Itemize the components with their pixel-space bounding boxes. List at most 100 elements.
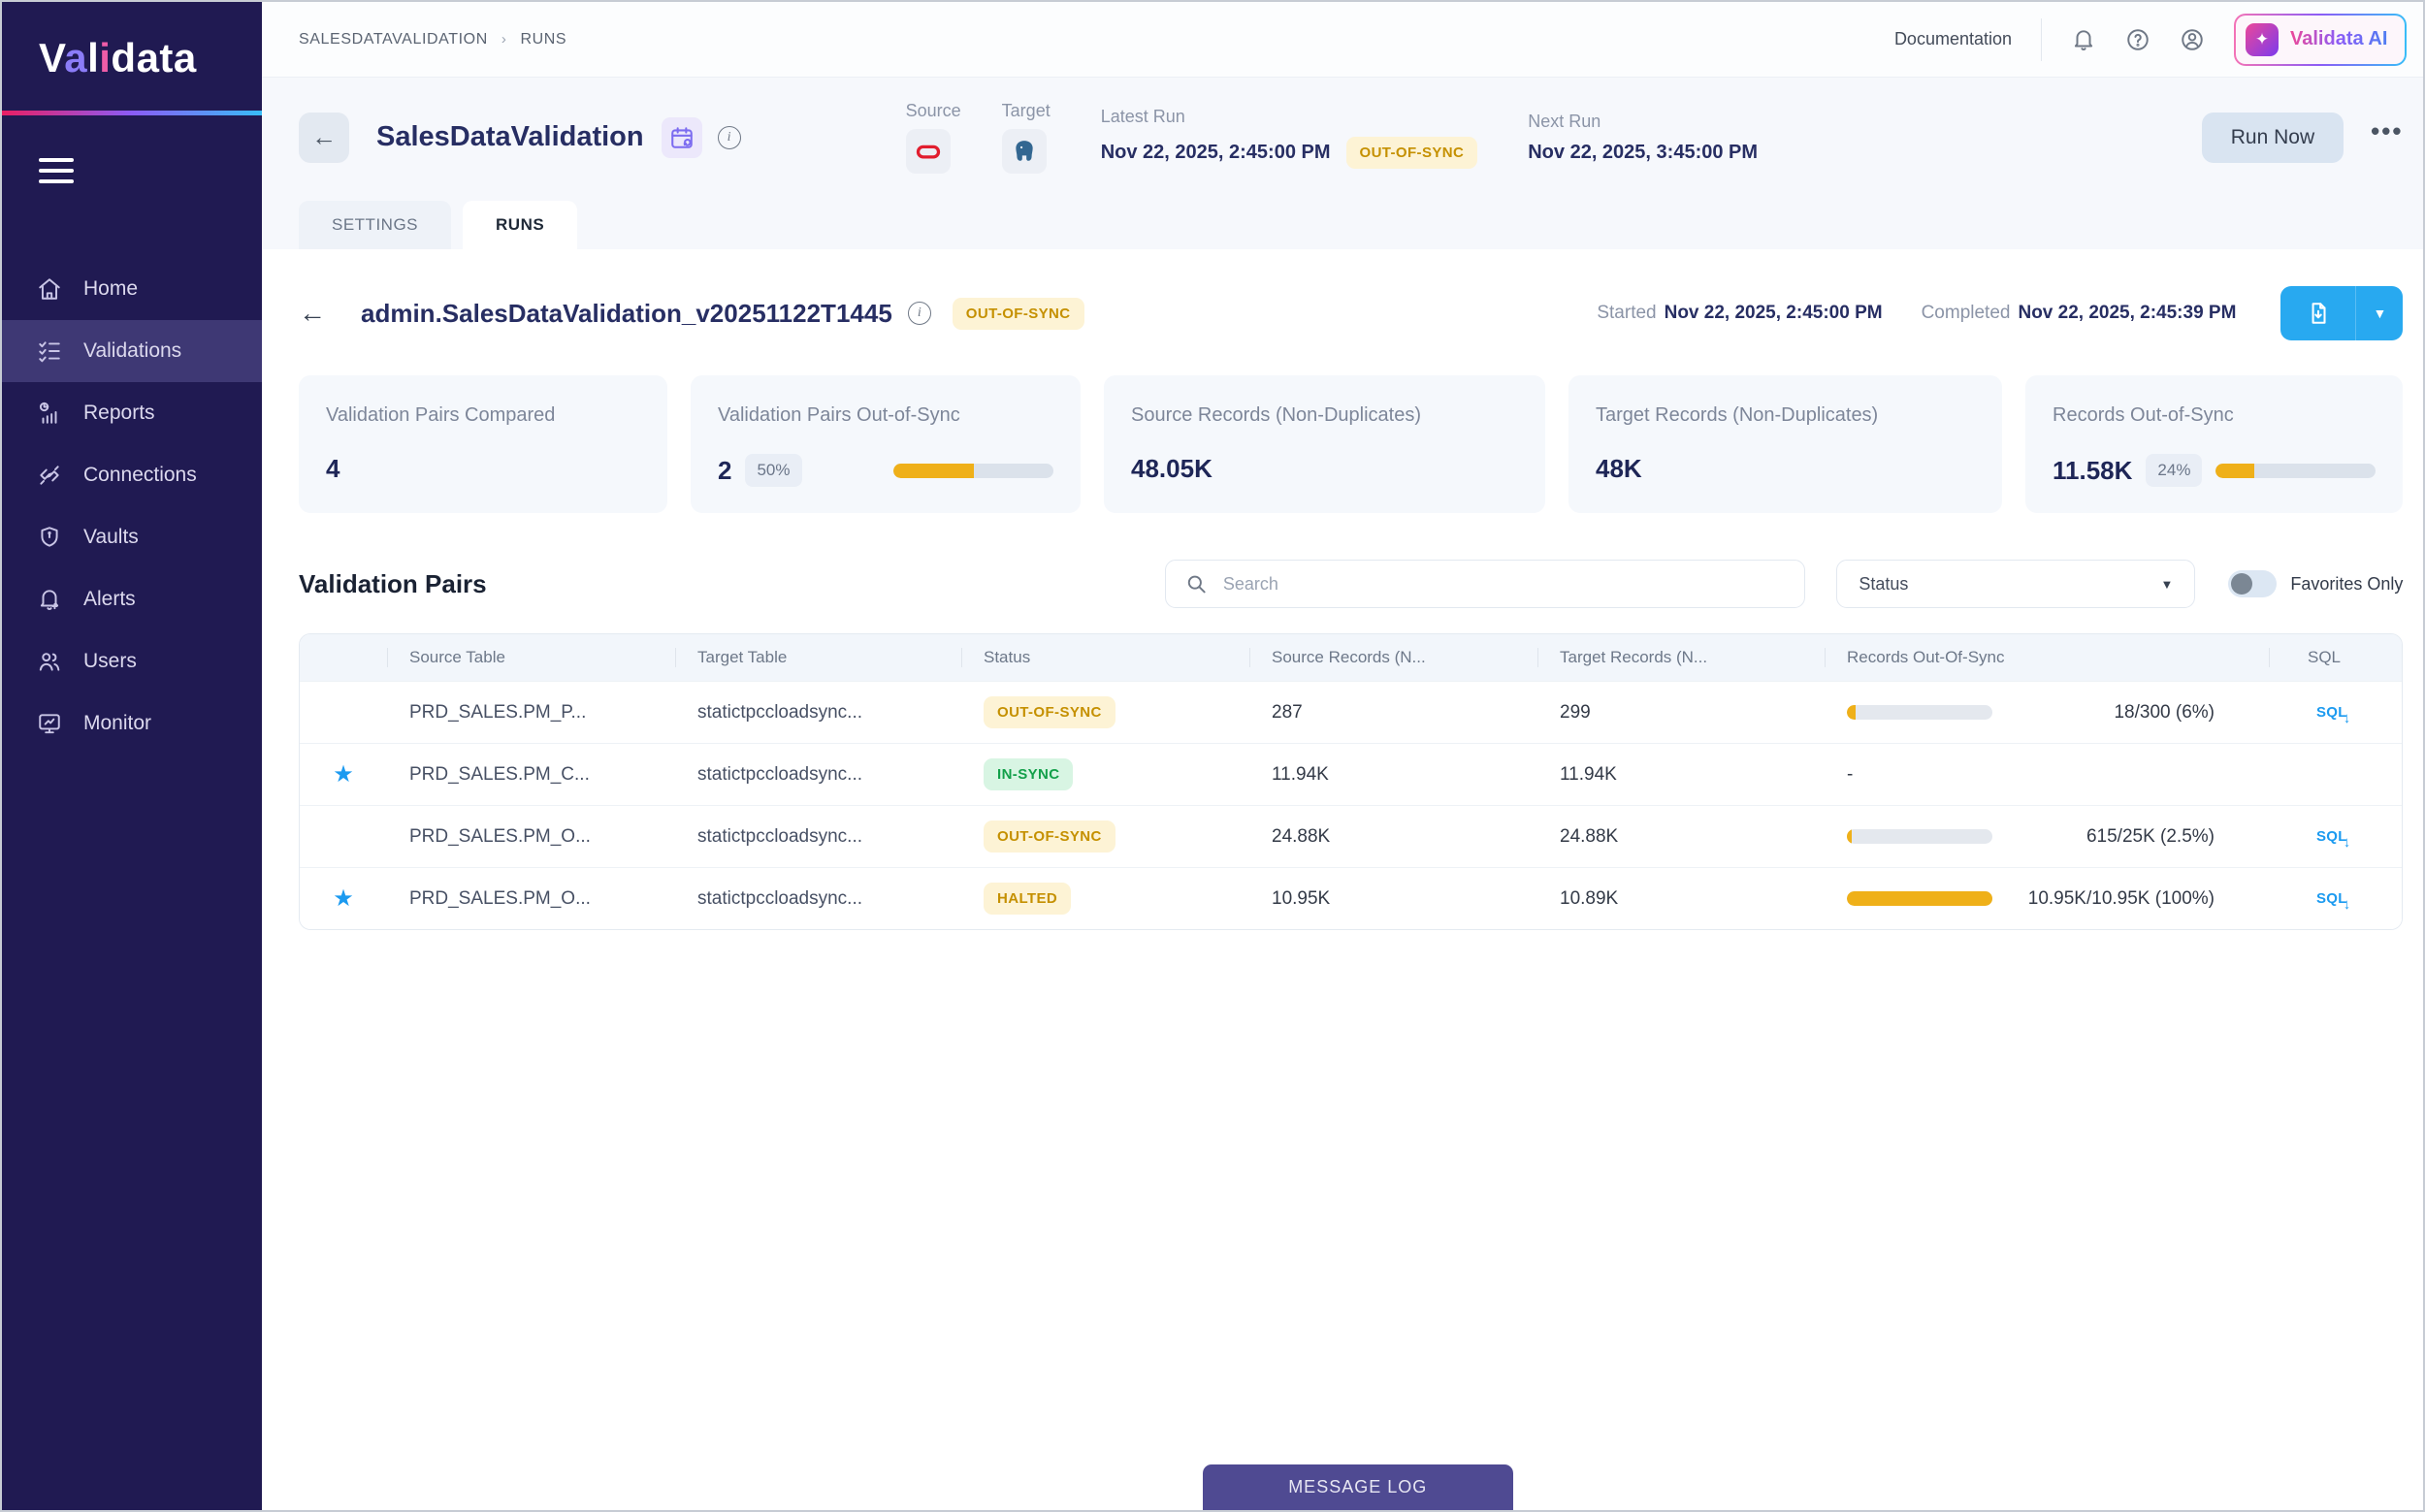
help-icon[interactable]	[2125, 27, 2150, 52]
back-button[interactable]: ←	[299, 112, 349, 163]
plug-icon	[40, 466, 59, 485]
source-block: Source	[905, 101, 961, 174]
col-header-target-records[interactable]: Target Records (N...	[1537, 634, 1825, 681]
table-row[interactable]: PRD_SALES.PM_P... statictpccloadsync... …	[300, 681, 2403, 743]
sidebar-item-reports[interactable]: Reports	[2, 382, 262, 444]
run-back-arrow[interactable]: ←	[299, 298, 326, 328]
sidebar-item-validations[interactable]: Validations	[2, 320, 262, 382]
sidebar-item-connections[interactable]: Connections	[2, 444, 262, 506]
col-header-records-out-of-sync[interactable]: Records Out-Of-Sync	[1825, 634, 2269, 681]
search-icon	[1188, 575, 1207, 594]
next-run-label: Next Run	[1528, 111, 1601, 131]
validata-ai-button[interactable]: ✦ Validata AI	[2234, 13, 2408, 66]
sidebar-item-users[interactable]: Users	[2, 630, 262, 692]
download-report-icon[interactable]	[2280, 286, 2357, 340]
sidebar-item-label: Connections	[83, 464, 197, 486]
breadcrumb-item-validation[interactable]: SALESDATAVALIDATION	[299, 30, 488, 48]
brand-logo: Validata	[2, 2, 262, 111]
table-row[interactable]: ★ PRD_SALES.PM_O... statictpccloadsync..…	[300, 867, 2403, 929]
shield-icon	[41, 527, 58, 547]
table-header-row: Source Table Target Table Status Source …	[300, 634, 2403, 681]
user-account-icon[interactable]	[2180, 27, 2205, 52]
page-header: ← SalesDataValidation i Source Target	[262, 78, 2423, 249]
report-chart-icon	[39, 402, 57, 424]
table-row[interactable]: PRD_SALES.PM_O... statictpccloadsync... …	[300, 805, 2403, 867]
target-block: Target	[1001, 101, 1051, 174]
stat-card-records-out-of-sync: Records Out-of-Sync 11.58K 24%	[2025, 375, 2404, 513]
favorite-star-cell[interactable]: ★	[300, 885, 387, 913]
documentation-link[interactable]: Documentation	[1893, 29, 2013, 48]
sidebar-item-label: Validations	[83, 339, 182, 362]
more-options-icon[interactable]: •••	[2371, 116, 2404, 146]
postgres-target-icon	[1001, 129, 1047, 174]
col-header-source-records[interactable]: Source Records (N...	[1249, 634, 1537, 681]
favorite-star-icon[interactable]: ★	[333, 885, 354, 912]
topbar-divider	[2041, 17, 2043, 61]
sidebar-item-monitor[interactable]: Monitor	[2, 692, 262, 755]
stat-card-source-records: Source Records (Non-Duplicates) 48.05K	[1104, 375, 1545, 513]
sql-download-icon[interactable]: SQL	[2315, 890, 2347, 907]
run-completed: Completed Nov 22, 2025, 2:45:39 PM	[1921, 303, 2237, 323]
target-label: Target	[1001, 101, 1051, 120]
page-title: SalesDataValidation	[376, 121, 644, 152]
next-run-block: Next Run Nov 22, 2025, 3:45:00 PM	[1528, 112, 1758, 164]
schedule-calendar-icon[interactable]	[661, 116, 702, 158]
sidebar-item-label: Users	[83, 650, 137, 672]
brand-logo-text: Validata	[39, 35, 197, 80]
main-area: SALESDATAVALIDATION › RUNS Documentation…	[262, 2, 2423, 1510]
stat-value: 11.58K	[2053, 455, 2133, 485]
favorite-star-icon[interactable]: ★	[333, 761, 354, 788]
info-icon[interactable]: i	[717, 125, 741, 149]
chevron-down-icon: ▼	[2160, 576, 2174, 592]
run-now-button[interactable]: Run Now	[2201, 112, 2344, 163]
run-info-icon[interactable]: i	[907, 302, 931, 325]
stat-cards: Validation Pairs Compared 4 Validation P…	[299, 375, 2404, 513]
favorites-toggle[interactable]	[2228, 570, 2278, 597]
run-status-badge: OUT-OF-SYNC	[952, 297, 1084, 330]
status-filter-select[interactable]: Status ▼	[1836, 560, 2196, 608]
sidebar-item-vaults[interactable]: Vaults	[2, 506, 262, 568]
favorite-star-cell[interactable]: ★	[300, 760, 387, 788]
favorites-only-control: Favorites Only	[2228, 570, 2403, 597]
sidebar-nav: Home Validations Reports Connections Vau…	[2, 258, 262, 755]
stat-percent-chip: 24%	[2146, 454, 2203, 487]
next-run-value: Nov 22, 2025, 3:45:00 PM	[1528, 141, 1759, 163]
run-detail-header: ← admin.SalesDataValidation_v20251122T14…	[299, 286, 2404, 340]
search-input[interactable]	[1222, 573, 1786, 595]
sidebar-item-home[interactable]: Home	[2, 258, 262, 320]
status-badge: OUT-OF-SYNC	[984, 696, 1116, 728]
latest-run-value: Nov 22, 2025, 2:45:00 PM	[1100, 141, 1331, 163]
status-badge: IN-SYNC	[984, 758, 1074, 790]
sql-download-icon[interactable]: SQL	[2315, 704, 2347, 721]
table-row[interactable]: ★ PRD_SALES.PM_C... statictpccloadsync..…	[300, 743, 2403, 805]
sql-download-icon[interactable]: SQL	[2315, 828, 2347, 845]
col-header-target-table[interactable]: Target Table	[675, 634, 961, 681]
sidebar-item-label: Vaults	[83, 526, 139, 548]
message-log-button[interactable]: MESSAGE LOG	[1202, 1464, 1513, 1510]
sidebar-item-label: Home	[83, 277, 139, 300]
search-box[interactable]	[1165, 560, 1806, 608]
export-options-caret-icon[interactable]: ▼	[2356, 286, 2404, 340]
col-header-source-table[interactable]: Source Table	[387, 634, 675, 681]
tab-settings[interactable]: SETTINGS	[299, 201, 452, 249]
sidebar-item-label: Alerts	[83, 588, 136, 610]
export-report-split-button[interactable]: ▼	[2280, 286, 2404, 340]
stat-card-pairs-out-of-sync: Validation Pairs Out-of-Sync 2 50%	[691, 375, 1081, 513]
latest-run-status-badge: OUT-OF-SYNC	[1345, 136, 1478, 169]
col-header-status[interactable]: Status	[961, 634, 1249, 681]
validation-pairs-header: Validation Pairs Status ▼ Favorites Only	[299, 560, 2403, 608]
sidebar-item-alerts[interactable]: Alerts	[2, 568, 262, 630]
tab-bar: SETTINGS RUNS	[299, 201, 2403, 249]
bell-plus-icon	[40, 590, 59, 611]
monitor-icon	[39, 714, 60, 734]
chevron-right-icon: ›	[501, 31, 507, 48]
hamburger-menu-icon[interactable]	[39, 158, 74, 190]
stat-progress-bar	[2215, 463, 2376, 478]
col-header-sql[interactable]: SQL	[2269, 634, 2402, 681]
ai-button-label: Validata AI	[2290, 28, 2388, 49]
run-name: admin.SalesDataValidation_v20251122T1445	[361, 298, 892, 328]
tab-runs[interactable]: RUNS	[463, 201, 578, 249]
users-icon	[39, 653, 60, 671]
notifications-bell-icon[interactable]	[2071, 27, 2096, 52]
